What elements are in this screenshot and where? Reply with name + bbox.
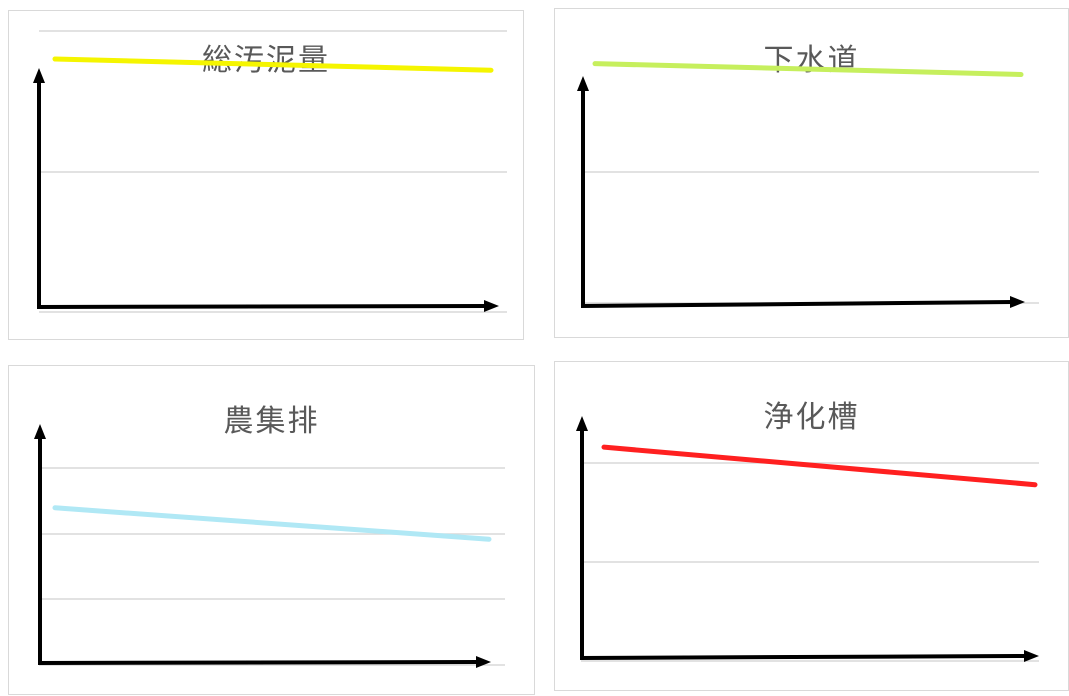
chart-title: 総汚泥量	[202, 43, 330, 78]
chart-plot	[576, 416, 1039, 662]
x-axis	[36, 304, 488, 309]
chart-plot	[577, 61, 1039, 308]
y-axis-arrowhead	[577, 76, 589, 91]
chart-title: 浄化槽	[763, 400, 860, 435]
x-axis-arrowhead	[476, 656, 491, 668]
y-axis-arrowhead	[33, 68, 45, 83]
x-axis-arrowhead	[484, 300, 499, 312]
series-line	[592, 61, 1024, 78]
chart-plot	[33, 30, 507, 313]
x-axis-arrowhead	[1010, 296, 1025, 308]
chart-panel-septic-tank: 浄化槽	[554, 361, 1069, 691]
x-axis	[37, 660, 480, 665]
chart-plot	[34, 424, 505, 668]
x-axis	[580, 300, 1014, 308]
chart-panel-total-sludge: 総汚泥量	[8, 10, 524, 340]
chart-panel-sewerage: 下水道	[554, 8, 1069, 338]
chart-panel-agricultural-drainage: 農集排	[8, 365, 535, 695]
y-axis-arrowhead	[34, 424, 46, 439]
series-line	[52, 56, 494, 73]
x-axis-arrowhead	[1024, 650, 1039, 662]
chart-title: 農集排	[223, 404, 320, 439]
series-line	[52, 505, 492, 542]
y-axis-arrowhead	[576, 416, 588, 431]
series-line	[601, 444, 1038, 488]
x-axis	[579, 654, 1028, 660]
